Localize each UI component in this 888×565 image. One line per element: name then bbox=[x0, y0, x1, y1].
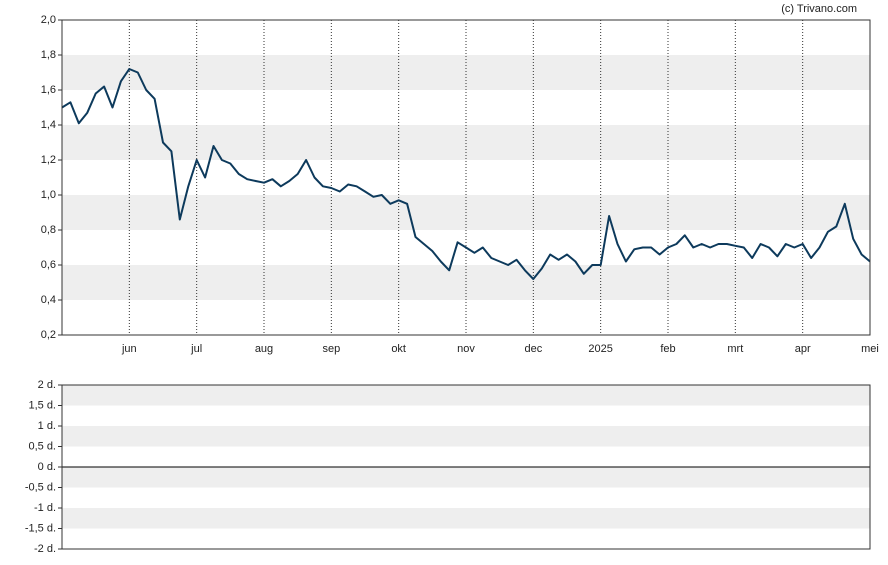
y-tick-label: 0,8 bbox=[41, 224, 56, 236]
y-tick-label: 1,0 bbox=[41, 189, 56, 201]
y-tick-label: 0,5 d. bbox=[28, 440, 56, 452]
y-tick-label: 1,6 bbox=[41, 84, 56, 96]
band bbox=[62, 55, 870, 90]
y-tick-label: 1,4 bbox=[41, 119, 56, 131]
band bbox=[62, 508, 870, 529]
band bbox=[62, 467, 870, 488]
x-tick-label: jul bbox=[190, 343, 202, 355]
plot-frame bbox=[61, 384, 871, 550]
x-tick-label: dec bbox=[524, 343, 542, 355]
y-tick-label: 1,5 d. bbox=[28, 399, 56, 411]
price-line bbox=[61, 68, 871, 280]
y-tick-label: -0,5 d. bbox=[25, 481, 56, 493]
y-tick-label: 1,2 bbox=[41, 154, 56, 166]
y-tick-label: 0,2 bbox=[41, 329, 56, 341]
y-tick-label: 1,8 bbox=[41, 49, 56, 61]
x-tick-label: mei bbox=[861, 343, 879, 355]
x-tick-label: jun bbox=[121, 343, 137, 355]
band bbox=[62, 426, 870, 447]
y-tick-label: 2 d. bbox=[38, 379, 56, 391]
y-tick-label: 2,0 bbox=[41, 14, 56, 26]
plot-frame bbox=[61, 19, 871, 336]
x-tick-label: nov bbox=[457, 343, 475, 355]
x-tick-label: okt bbox=[391, 343, 406, 355]
y-tick-label: -1 d. bbox=[34, 502, 56, 514]
y-tick-label: 0 d. bbox=[38, 461, 56, 473]
band bbox=[62, 125, 870, 160]
x-tick-label: 2025 bbox=[588, 343, 612, 355]
x-tick-label: sep bbox=[322, 343, 340, 355]
y-tick-label: -1,5 d. bbox=[25, 522, 56, 534]
y-tick-label: 0,4 bbox=[41, 294, 56, 306]
y-tick-label: -2 d. bbox=[34, 543, 56, 555]
band bbox=[62, 265, 870, 300]
x-tick-label: mrt bbox=[727, 343, 743, 355]
x-tick-label: aug bbox=[255, 343, 273, 355]
band bbox=[62, 385, 870, 406]
x-tick-label: feb bbox=[660, 343, 675, 355]
y-tick-label: 0,6 bbox=[41, 259, 56, 271]
attribution: (c) Trivano.com bbox=[781, 3, 857, 15]
y-tick-label: 1 d. bbox=[38, 420, 56, 432]
x-tick-label: apr bbox=[795, 343, 811, 355]
